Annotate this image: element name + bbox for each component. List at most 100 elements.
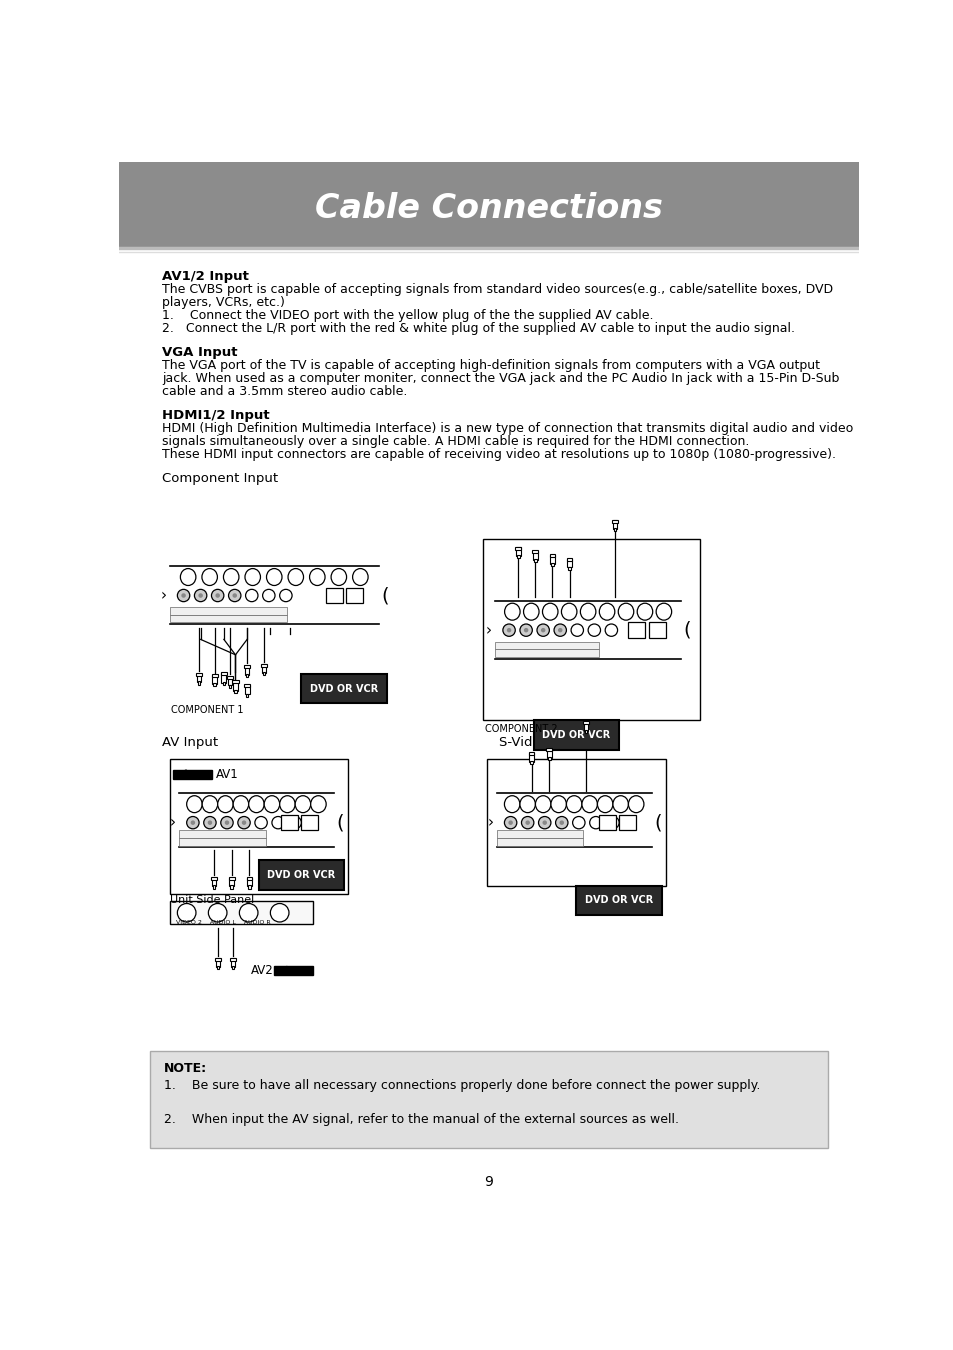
Circle shape <box>254 817 267 829</box>
Bar <box>497 830 583 838</box>
Bar <box>495 649 598 657</box>
Circle shape <box>509 821 512 825</box>
Text: DVD OR VCR: DVD OR VCR <box>267 869 335 880</box>
Text: AV1: AV1 <box>216 768 238 780</box>
Circle shape <box>604 624 617 636</box>
Bar <box>301 815 318 830</box>
Circle shape <box>270 903 289 922</box>
Circle shape <box>502 624 515 636</box>
Ellipse shape <box>294 795 311 813</box>
Bar <box>229 684 231 687</box>
Circle shape <box>237 817 250 829</box>
Bar <box>628 622 645 637</box>
Bar <box>232 680 238 683</box>
Bar <box>274 965 313 975</box>
Circle shape <box>229 590 241 602</box>
Bar <box>548 757 550 760</box>
Bar <box>227 676 233 679</box>
Bar <box>301 674 386 703</box>
Ellipse shape <box>504 603 519 620</box>
Bar <box>618 815 636 830</box>
Circle shape <box>194 590 207 602</box>
Text: (: ( <box>381 586 389 605</box>
Text: COMPONENT 1: COMPONENT 1 <box>171 705 243 716</box>
Bar <box>170 614 287 622</box>
Bar <box>612 520 618 522</box>
Bar <box>517 555 519 559</box>
Bar <box>576 886 661 915</box>
Text: Component Input: Component Input <box>162 472 277 485</box>
Bar <box>170 902 313 925</box>
Text: 9: 9 <box>484 1176 493 1189</box>
Text: AV1/2 Input: AV1/2 Input <box>162 270 249 282</box>
Bar <box>550 555 554 564</box>
Circle shape <box>507 629 510 632</box>
Bar <box>150 1052 827 1148</box>
Text: DVD OR VCR: DVD OR VCR <box>542 730 610 740</box>
Circle shape <box>525 821 529 825</box>
Bar <box>549 555 555 558</box>
Text: VGA Input: VGA Input <box>162 346 237 359</box>
Text: signals simultaneously over a single cable. A HDMI cable is required for the HDM: signals simultaneously over a single cab… <box>162 435 748 448</box>
Bar <box>229 878 234 880</box>
Bar <box>346 587 363 603</box>
Bar <box>244 683 250 687</box>
Bar <box>528 752 534 755</box>
Text: COMPONENT 2: COMPONENT 2 <box>484 724 558 734</box>
Circle shape <box>589 817 601 829</box>
Text: DVD OR VCR: DVD OR VCR <box>584 895 653 906</box>
Bar <box>246 694 248 697</box>
Bar <box>248 886 251 888</box>
Ellipse shape <box>309 568 325 586</box>
Circle shape <box>524 629 527 632</box>
Text: DVD OR VCR: DVD OR VCR <box>310 683 377 694</box>
Circle shape <box>187 817 199 829</box>
Circle shape <box>289 817 301 829</box>
Bar <box>326 587 343 603</box>
Circle shape <box>208 821 212 825</box>
Ellipse shape <box>597 795 612 813</box>
Bar <box>258 860 344 890</box>
Ellipse shape <box>628 795 643 813</box>
Bar <box>534 559 536 562</box>
Bar <box>228 676 232 686</box>
Bar <box>515 547 520 549</box>
Circle shape <box>537 817 550 829</box>
Bar <box>568 567 570 570</box>
Bar <box>119 162 858 247</box>
Text: cable and a 3.5mm stereo audio cable.: cable and a 3.5mm stereo audio cable. <box>162 385 407 398</box>
Ellipse shape <box>353 568 368 586</box>
Bar <box>648 622 665 637</box>
Bar <box>546 748 552 752</box>
Ellipse shape <box>249 795 264 813</box>
Text: ›: › <box>170 815 175 830</box>
Text: AV Input: AV Input <box>162 736 218 749</box>
Bar <box>281 815 298 830</box>
Circle shape <box>239 903 257 922</box>
Text: HDMI1/2 Input: HDMI1/2 Input <box>162 409 269 423</box>
Circle shape <box>559 821 562 825</box>
Bar <box>173 769 212 779</box>
Bar <box>216 967 218 969</box>
Ellipse shape <box>245 568 260 586</box>
Circle shape <box>555 817 567 829</box>
Bar <box>220 672 227 675</box>
Bar <box>516 547 520 556</box>
Bar <box>230 878 233 886</box>
Ellipse shape <box>180 568 195 586</box>
Circle shape <box>272 817 284 829</box>
Text: Cable Connections: Cable Connections <box>314 192 662 225</box>
Text: 2.    When input the AV signal, refer to the manual of the external sources as w: 2. When input the AV signal, refer to th… <box>164 1112 679 1126</box>
Bar <box>551 563 553 566</box>
Bar <box>529 753 533 761</box>
Ellipse shape <box>279 795 294 813</box>
Ellipse shape <box>264 795 279 813</box>
Ellipse shape <box>542 603 558 620</box>
Circle shape <box>262 590 274 602</box>
Bar <box>495 641 598 649</box>
Bar <box>196 672 202 676</box>
Circle shape <box>220 817 233 829</box>
Circle shape <box>177 590 190 602</box>
Bar <box>231 886 233 888</box>
Text: 1.    Connect the VIDEO port with the yellow plug of the the supplied AV cable.: 1. Connect the VIDEO port with the yello… <box>162 309 653 323</box>
